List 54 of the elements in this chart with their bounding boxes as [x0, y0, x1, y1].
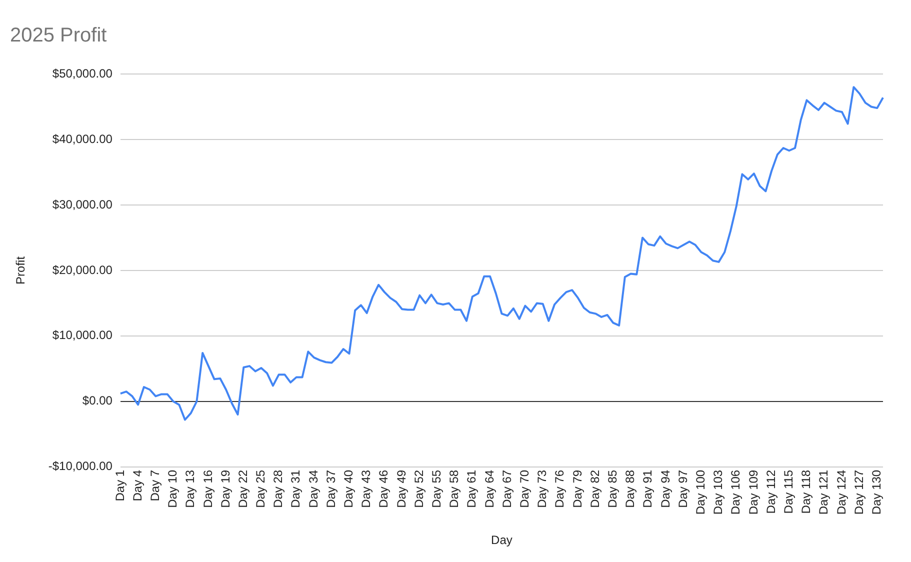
x-tick-label: Day 76	[552, 470, 567, 508]
x-tick-label: Day 10	[166, 470, 180, 508]
x-tick-label: Day 43	[359, 470, 374, 508]
x-tick-label: Day 61	[464, 470, 479, 508]
x-tick-label: Day 31	[288, 470, 303, 508]
x-tick-label: Day 118	[799, 470, 814, 514]
x-tick-label: Day 121	[816, 470, 831, 515]
x-tick-label: Day 64	[482, 470, 496, 508]
x-tick-label: Day 124	[834, 470, 848, 515]
x-tick-label: Day 115	[781, 470, 796, 514]
x-tick-label: Day 58	[447, 470, 462, 508]
x-tick-label: Day 103	[711, 470, 726, 515]
x-tick-label: Day 40	[342, 470, 356, 508]
x-tick-label: Day 106	[728, 470, 743, 515]
y-tick-label: $10,000.00	[52, 328, 113, 342]
y-tick-label: $50,000.00	[52, 66, 113, 80]
x-tick-label: Day 67	[500, 470, 514, 508]
x-tick-label: Day 130	[869, 470, 884, 515]
x-tick-label: Day 73	[535, 470, 550, 508]
x-tick-label: Day 82	[588, 470, 602, 508]
x-tick-label: Day 28	[271, 470, 286, 508]
x-tick-label: Day 109	[746, 470, 760, 515]
x-tick-label: Day 100	[693, 470, 708, 515]
x-tick-label: Day 79	[570, 470, 584, 508]
x-tick-label: Day 91	[640, 470, 655, 508]
x-tick-label: Day 88	[623, 470, 638, 508]
x-tick-label: Day 7	[148, 470, 162, 502]
x-tick-label: Day 85	[605, 470, 620, 508]
x-tick-label: Day 46	[376, 470, 391, 508]
y-tick-label: $30,000.00	[52, 197, 113, 212]
x-tick-label: Day 112	[764, 470, 778, 514]
y-axis-title: Profit	[14, 256, 28, 284]
y-tick-label: $0.00	[82, 394, 113, 408]
x-tick-label: Day 16	[200, 470, 215, 508]
x-tick-label: Day 4	[130, 470, 144, 502]
y-tick-label: $40,000.00	[52, 132, 113, 146]
x-tick-label: Day 22	[236, 470, 250, 508]
x-axis-title: Day	[491, 533, 512, 548]
x-tick-label: Day 34	[306, 470, 320, 508]
chart-title: 2025 Profit	[10, 24, 108, 47]
x-tick-label: Day 94	[658, 470, 672, 508]
x-tick-label: Day 37	[324, 470, 338, 508]
x-tick-label: Day 55	[430, 470, 444, 508]
x-tick-label: Day 13	[183, 470, 198, 508]
x-tick-label: Day 1	[112, 470, 127, 502]
x-tick-label: Day 97	[676, 470, 690, 508]
x-tick-label: Day 127	[852, 470, 866, 515]
x-tick-label: Day 52	[412, 470, 426, 508]
y-tick-label: -$10,000.00	[48, 459, 113, 474]
y-tick-label: $20,000.00	[52, 262, 113, 277]
x-tick-label: Day 70	[518, 470, 532, 508]
x-tick-label: Day 19	[218, 470, 232, 508]
x-tick-label: Day 49	[394, 470, 408, 508]
x-tick-label: Day 25	[254, 470, 268, 508]
